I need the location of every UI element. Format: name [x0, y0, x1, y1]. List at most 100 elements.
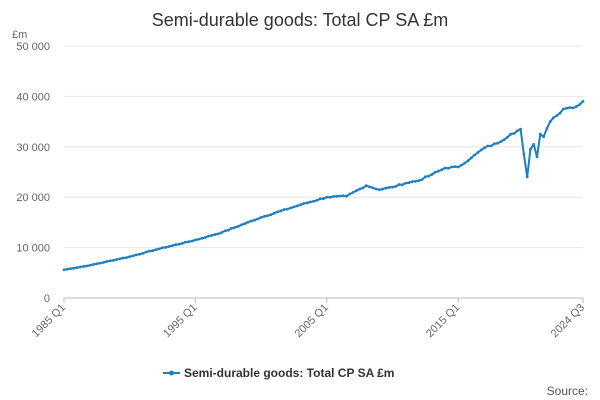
data-point [377, 188, 381, 192]
data-point [111, 259, 115, 262]
data-point [217, 232, 220, 236]
legend-series-label[interactable]: Semi-durable goods: Total CP SA £m [184, 366, 394, 380]
series-group [62, 100, 585, 272]
data-point [299, 203, 302, 207]
data-point [259, 216, 263, 219]
data-point [499, 140, 503, 144]
data-point [98, 261, 102, 265]
data-point [525, 175, 529, 179]
data-point [154, 248, 158, 252]
data-point [374, 187, 378, 191]
data-point [322, 197, 325, 201]
data-point [522, 153, 526, 156]
data-point [72, 266, 76, 270]
x-tick-label: 2015 Q1 [424, 302, 462, 340]
data-point [328, 195, 332, 199]
data-point [256, 217, 260, 221]
x-tick-label: 2024 Q3 [549, 302, 587, 340]
data-point [190, 239, 194, 243]
data-point [414, 179, 417, 183]
data-point [456, 165, 460, 169]
data-point [200, 236, 204, 240]
data-point [368, 185, 371, 189]
data-point [394, 185, 398, 188]
series-line [63, 100, 584, 271]
data-point [407, 181, 411, 185]
data-point [512, 132, 516, 135]
data-point [545, 127, 549, 130]
data-point [535, 155, 539, 159]
data-point [466, 159, 470, 163]
data-point [345, 194, 348, 198]
data-point [492, 142, 496, 146]
x-tick-label: 2005 Q1 [293, 302, 331, 340]
data-point [473, 153, 476, 157]
data-point [305, 201, 309, 205]
data-point [335, 194, 338, 198]
data-point [118, 257, 122, 261]
data-point [453, 165, 457, 169]
legend[interactable]: Semi-durable goods: Total CP SA £m [163, 366, 394, 380]
data-point [433, 170, 437, 174]
data-point [246, 220, 250, 224]
data-point [174, 243, 178, 247]
data-point [128, 255, 132, 259]
gridlines [64, 45, 583, 249]
data-point [292, 205, 296, 209]
data-point [95, 262, 99, 266]
data-point [286, 207, 289, 211]
data-point [555, 114, 559, 117]
data-point [506, 135, 509, 139]
data-point [502, 138, 506, 142]
data-point [437, 169, 440, 173]
data-point [69, 267, 72, 270]
data-point [272, 211, 276, 215]
data-point [187, 240, 191, 244]
data-point [131, 254, 135, 258]
data-point [295, 204, 299, 208]
legend-series-marker [169, 370, 174, 376]
data-point [167, 245, 171, 248]
data-point [102, 261, 105, 264]
data-point [542, 135, 545, 139]
data-point [302, 202, 306, 205]
data-point [240, 223, 243, 227]
data-point [79, 265, 82, 269]
data-point [440, 168, 444, 172]
data-point [279, 209, 283, 213]
data-point [509, 132, 513, 136]
data-point [581, 100, 585, 103]
data-point [184, 240, 187, 244]
data-point [575, 105, 578, 108]
data-point [410, 180, 414, 184]
data-point [338, 194, 342, 198]
data-point [420, 178, 424, 182]
data-point [105, 260, 109, 263]
data-point [85, 264, 89, 268]
data-point [479, 148, 483, 152]
data-point [75, 266, 79, 269]
data-point [476, 151, 480, 154]
data-point [108, 259, 112, 263]
data-point [138, 252, 142, 256]
data-point [207, 234, 210, 238]
data-point [180, 242, 184, 245]
y-axis-ticks: 0 10 000 20 000 30 000 40 000 50 000 [16, 41, 50, 305]
data-point [358, 187, 361, 191]
y-axis-unit-label: £m [12, 29, 27, 41]
data-point [223, 229, 227, 233]
data-point [312, 199, 315, 203]
data-point [148, 249, 151, 253]
data-point [561, 107, 565, 111]
data-point [519, 127, 522, 131]
data-point [164, 246, 168, 249]
data-point [354, 189, 358, 193]
data-point [400, 183, 404, 187]
data-point [276, 210, 279, 214]
data-point [548, 120, 552, 123]
data-point [552, 116, 555, 120]
data-point [496, 141, 499, 145]
data-point [253, 218, 256, 222]
y-tick-label: 0 [44, 293, 50, 305]
